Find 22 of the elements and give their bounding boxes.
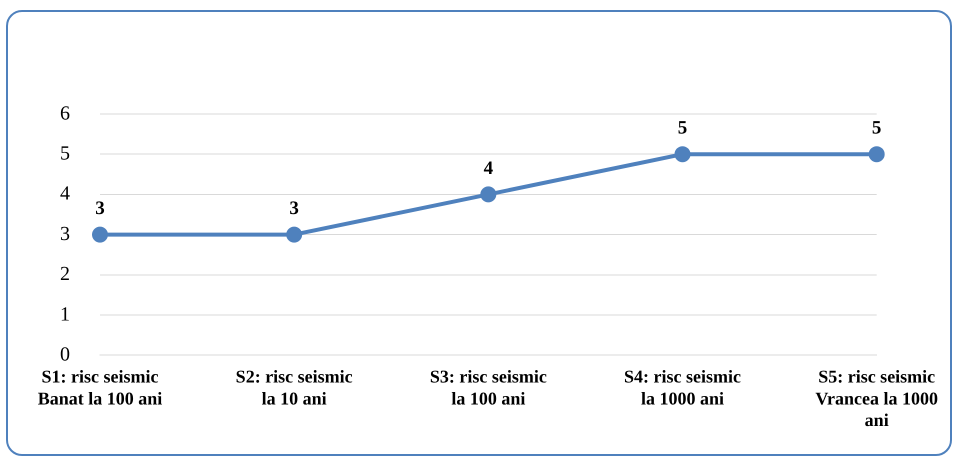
x-tick-label: S4: risc seismic la 1000 ani [624, 366, 741, 408]
data-label: 3 [95, 198, 105, 220]
point [674, 146, 691, 162]
x-tick-label: S1: risc seismic Banat la 100 ani [38, 366, 162, 408]
y-tick-label: 2 [60, 263, 70, 286]
data-label: 3 [289, 198, 299, 220]
data-label: 5 [678, 118, 688, 139]
x-tick-label: S5: risc seismic Vrancea la 1000 ani [815, 366, 938, 430]
y-tick-label: 5 [60, 142, 70, 164]
point [868, 146, 885, 162]
y-tick-label: 6 [60, 102, 70, 124]
point [92, 226, 108, 243]
y-tick-label: 4 [60, 182, 70, 205]
data-label: 4 [484, 158, 494, 179]
x-tick-label: S2: risc seismic la 10 ani [236, 366, 353, 408]
data-label: 5 [872, 118, 882, 139]
y-tick-label: 3 [60, 222, 70, 245]
point [286, 226, 302, 243]
y-tick-label: 1 [60, 303, 70, 326]
y-tick-label: 0 [60, 343, 70, 366]
point [480, 186, 496, 202]
x-tick-label: S3: risc seismic la 100 ani [430, 366, 547, 408]
